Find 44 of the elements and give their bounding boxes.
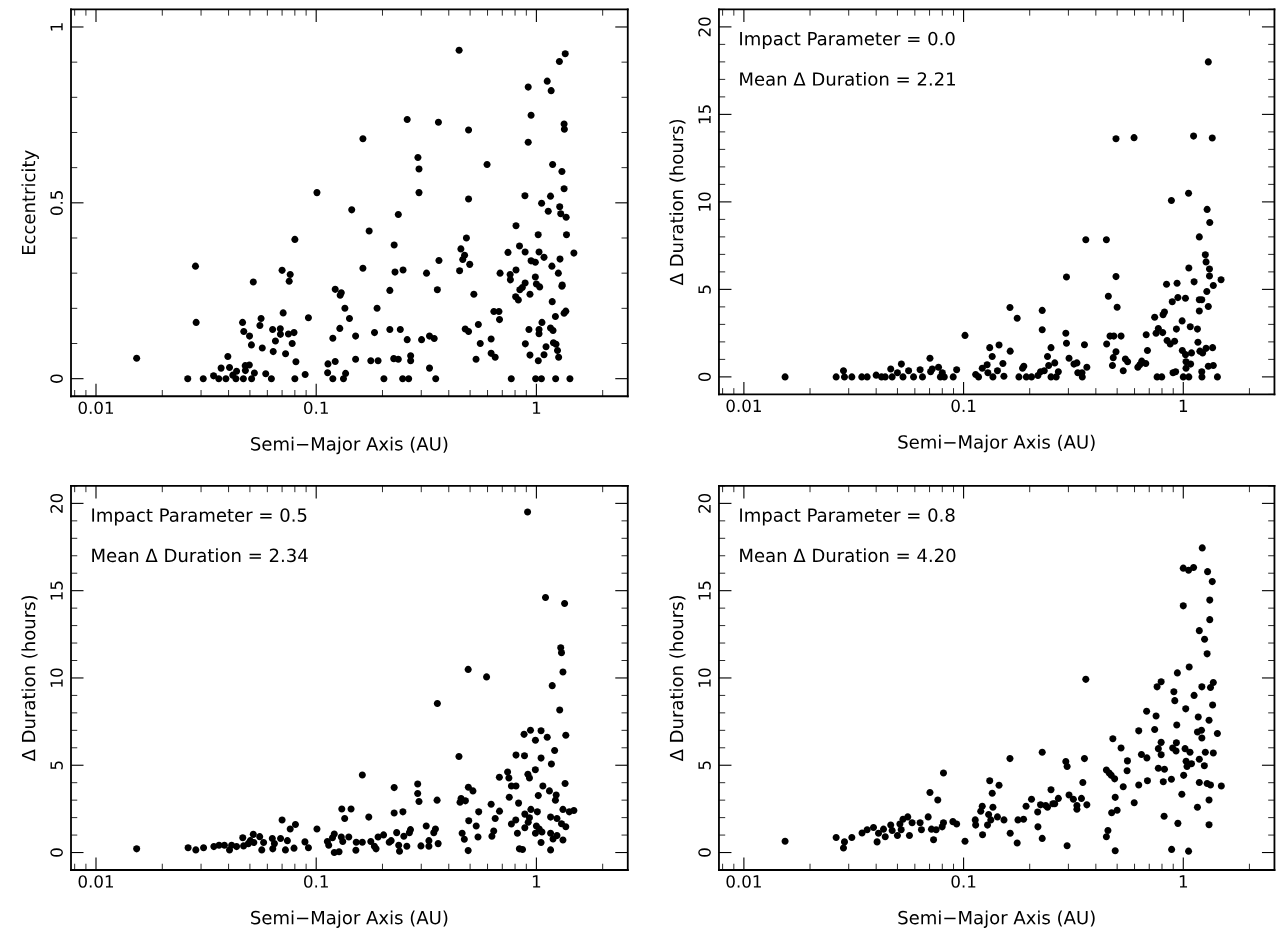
y-axis-title: Δ Duration (hours)	[669, 119, 686, 286]
x-axis-title: Semi−Major Axis (AU)	[898, 910, 1095, 928]
x-axis-title: Semi−Major Axis (AU)	[251, 910, 448, 928]
y-tick-label: 0.5	[50, 191, 63, 215]
x-axis-title: Semi−Major Axis (AU)	[251, 436, 448, 455]
y-tick-label: 5	[50, 761, 63, 770]
y-tick-label: 0	[698, 848, 711, 857]
x-tick-label: 0.01	[78, 875, 114, 888]
y-axis-title: Eccentricity	[21, 150, 39, 255]
x-tick-label: 0.1	[304, 875, 328, 888]
y-tick-label: 15	[698, 581, 711, 600]
x-tick-label: 0.01	[78, 401, 114, 415]
x-tick-label: 0.1	[951, 875, 976, 888]
y-tick-label: 0	[50, 848, 63, 857]
y-tick-label: 10	[698, 192, 711, 211]
y-tick-label: 15	[698, 105, 711, 124]
x-tick-label: 0.1	[304, 401, 328, 415]
y-axis-title: Δ Duration (hours)	[21, 595, 38, 762]
x-tick-label: 1	[532, 401, 541, 414]
x-tick-label: 0.01	[726, 875, 761, 888]
y-tick-label: 10	[698, 668, 711, 687]
x-tick-label: 1	[532, 875, 541, 888]
y-tick-label: 0	[50, 374, 63, 383]
annotation: Impact Parameter = 0.5	[92, 508, 307, 526]
y-tick-label: 20	[698, 17, 711, 37]
annotation: Mean Δ Duration = 2.21	[740, 71, 955, 86]
x-tick-label: 1	[1179, 875, 1188, 888]
annotation: Impact Parameter = 0.0	[740, 31, 955, 49]
x-tick-label: 0.01	[726, 399, 761, 413]
annotation: Mean Δ Duration = 4.20	[740, 548, 956, 563]
annotation: Mean Δ Duration = 2.34	[92, 548, 308, 563]
y-tick-label: 15	[50, 581, 63, 600]
annotation: Impact Parameter = 0.8	[740, 508, 955, 526]
x-tick-label: 0.1	[951, 399, 976, 413]
y-tick-label: 1	[50, 23, 63, 31]
y-tick-label: 0	[698, 372, 711, 382]
y-axis-title: Δ Duration (hours)	[669, 595, 686, 762]
y-tick-label: 5	[698, 761, 711, 770]
x-axis-title: Semi−Major Axis (AU)	[898, 434, 1095, 453]
y-tick-label: 10	[50, 668, 63, 687]
y-tick-label: 5	[698, 285, 711, 294]
y-tick-label: 20	[698, 493, 711, 513]
x-tick-label: 1	[1179, 399, 1188, 412]
y-tick-label: 20	[50, 493, 63, 513]
